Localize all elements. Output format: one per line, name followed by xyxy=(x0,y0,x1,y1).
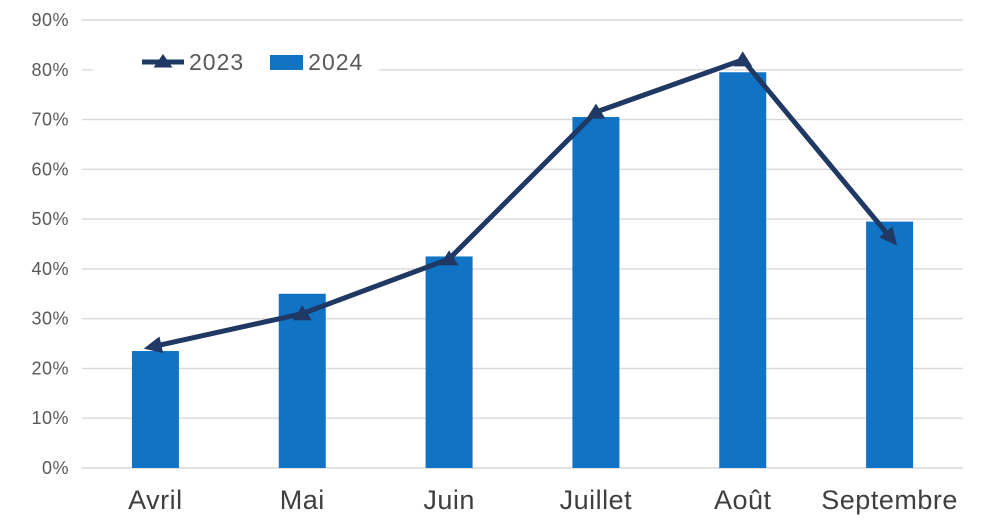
legend-item-2024: 2024 xyxy=(270,49,363,76)
bar-swatch-icon xyxy=(270,54,304,70)
legend-item-2023: 2023 xyxy=(142,49,244,76)
bar-aout xyxy=(719,72,767,469)
y-tick-label-10: 10% xyxy=(31,408,69,428)
bar-juillet xyxy=(572,117,620,469)
legend-label-2023: 2023 xyxy=(189,48,245,75)
x-category-label-septembre: Septembre xyxy=(821,485,958,515)
y-tick-label-30: 30% xyxy=(31,309,69,329)
bar-septembre xyxy=(866,221,914,468)
y-tick-label-40: 40% xyxy=(31,259,69,279)
marker-juin xyxy=(439,250,459,266)
y-tick-label-20: 20% xyxy=(31,358,69,378)
bar-mai xyxy=(278,293,326,468)
bar-avril xyxy=(131,351,179,468)
x-category-label-juillet: Juillet xyxy=(560,485,633,515)
legend-label-2024: 2024 xyxy=(308,48,364,75)
marker-mai xyxy=(292,305,312,321)
x-category-label-mai: Mai xyxy=(280,485,325,515)
x-category-label-aout: Août xyxy=(714,485,772,515)
marker-septembre xyxy=(879,226,898,246)
x-category-label-juin: Juin xyxy=(423,485,475,515)
y-tick-label-50: 50% xyxy=(31,209,69,229)
marker-juillet xyxy=(586,103,606,119)
y-tick-label-90: 90% xyxy=(31,10,69,30)
chart-legend: 2023 2024 xyxy=(93,45,380,79)
line-2023 xyxy=(154,56,892,349)
y-tick-label-0: 0% xyxy=(42,458,69,478)
line-triangle-marker-icon xyxy=(142,54,184,68)
y-tick-label-60: 60% xyxy=(31,159,69,179)
marker-aout xyxy=(733,51,753,67)
bar-juin xyxy=(425,256,473,468)
x-category-label-avril: Avril xyxy=(128,485,183,515)
marker-avril xyxy=(143,336,164,354)
y-tick-label-70: 70% xyxy=(31,110,69,130)
y-tick-label-80: 80% xyxy=(31,60,69,80)
